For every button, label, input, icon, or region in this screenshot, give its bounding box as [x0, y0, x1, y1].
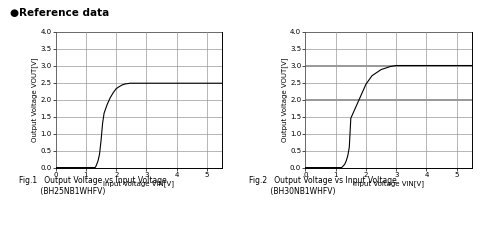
- X-axis label: Input Voltage VIN[V]: Input Voltage VIN[V]: [104, 180, 174, 186]
- Y-axis label: Output Voltage VOUT[V]: Output Voltage VOUT[V]: [281, 57, 288, 142]
- Text: Fig.1   Output Voltage vs Input Voltage
         (BH25NB1WHFV): Fig.1 Output Voltage vs Input Voltage (B…: [19, 176, 167, 196]
- X-axis label: Input Voltage VIN[V]: Input Voltage VIN[V]: [353, 180, 424, 186]
- Y-axis label: Output Voltage VOUT[V]: Output Voltage VOUT[V]: [31, 57, 38, 142]
- Text: ●Reference data: ●Reference data: [10, 8, 109, 18]
- Text: Fig.2   Output Voltage vs Input Voltage
         (BH30NB1WHFV): Fig.2 Output Voltage vs Input Voltage (B…: [249, 176, 397, 196]
